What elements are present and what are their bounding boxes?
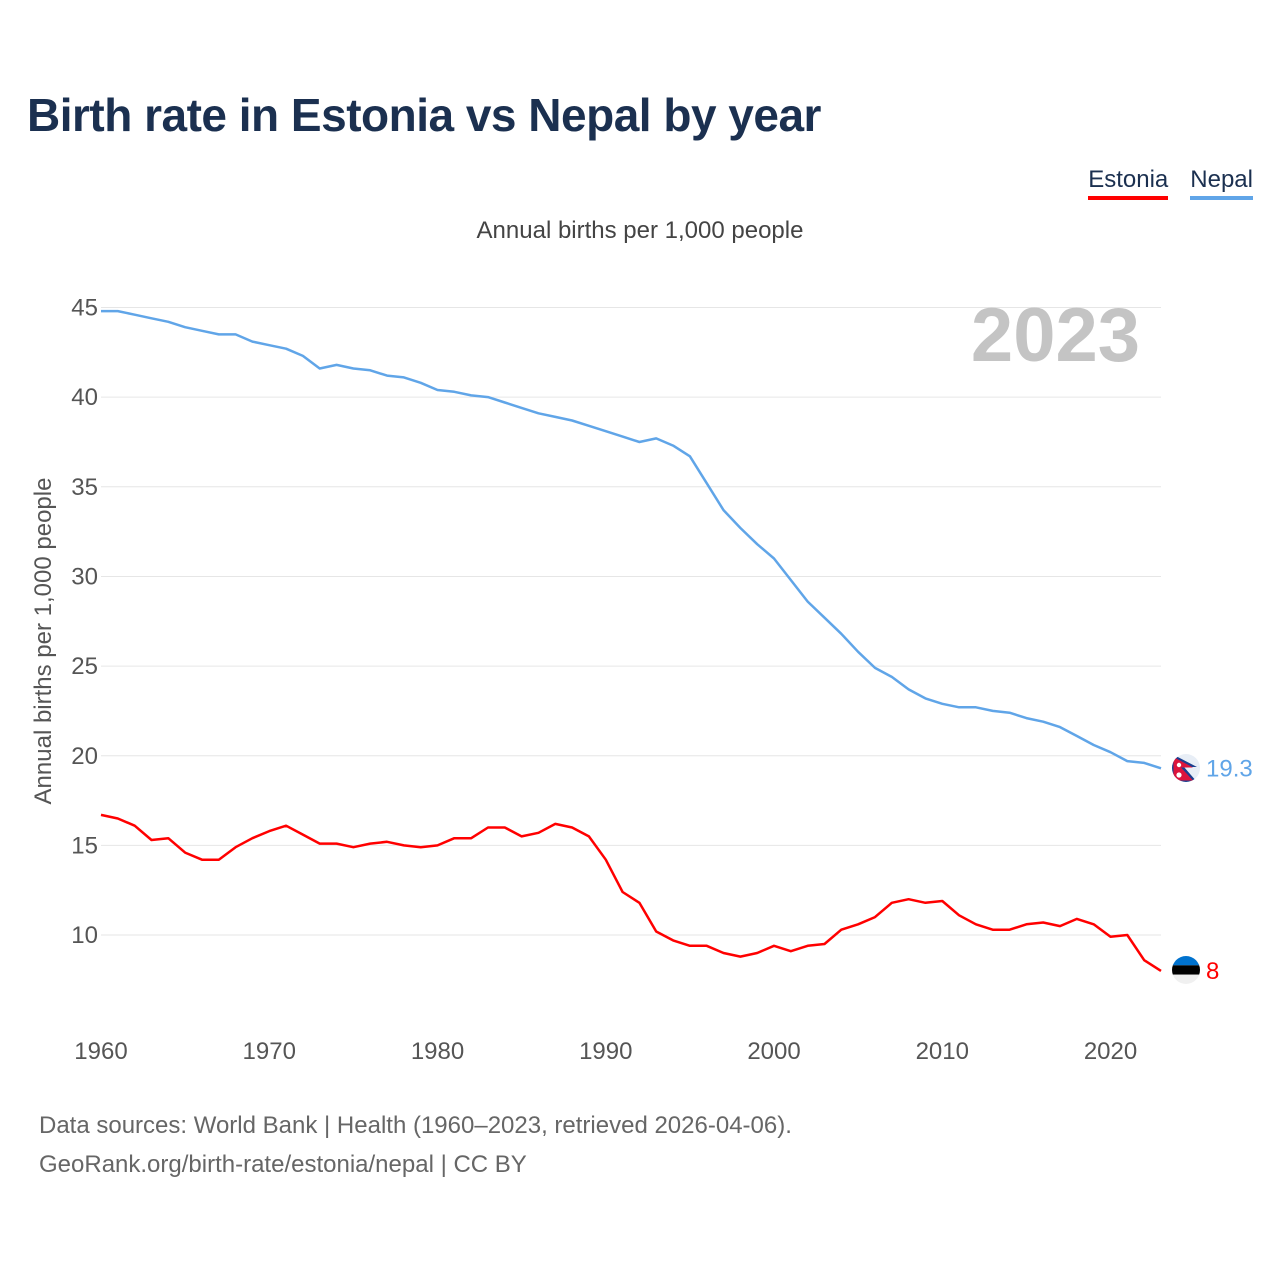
end-labels: 819.3 [1206, 755, 1253, 985]
series-line-estonia[interactable] [100, 813, 1162, 972]
x-tick-label: 1960 [74, 1038, 127, 1065]
nepal-flag-icon [1172, 754, 1200, 782]
x-tick-label: 1980 [411, 1038, 464, 1065]
x-tick-label: 2010 [916, 1038, 969, 1065]
x-tick-label: 1970 [243, 1038, 296, 1065]
y-tick-label: 35 [71, 474, 98, 501]
legend: Estonia Nepal [1088, 166, 1253, 200]
y-axis-label: Annual births per 1,000 people [30, 478, 57, 805]
estonia-flag-icon [1172, 956, 1200, 984]
x-tick-label: 1990 [579, 1038, 632, 1065]
y-tick-label: 30 [71, 563, 98, 590]
legend-item-nepal[interactable]: Nepal [1190, 166, 1253, 200]
source-note: Data sources: World Bank | Health (1960–… [39, 1106, 792, 1184]
source-line-1: Data sources: World Bank | Health (1960–… [39, 1112, 792, 1139]
x-axis-ticks: 1960 1970 1980 1990 2000 2010 2020 [74, 1038, 1137, 1065]
legend-item-estonia[interactable]: Estonia [1088, 166, 1169, 200]
source-line-2[interactable]: GeoRank.org/birth-rate/estonia/nepal | C… [39, 1151, 527, 1178]
y-axis-ticks: 10 15 20 25 30 35 40 45 [71, 295, 98, 950]
series-lines [100, 309, 1162, 972]
end-label-estonia: 8 [1206, 958, 1219, 985]
y-tick-label: 40 [71, 384, 98, 411]
gridlines [101, 307, 1161, 936]
y-tick-label: 15 [71, 832, 98, 859]
chart-subtitle: Annual births per 1,000 people [476, 217, 804, 244]
y-tick-label: 10 [71, 922, 98, 949]
year-watermark: 2023 [971, 293, 1140, 378]
x-tick-label: 2020 [1084, 1038, 1137, 1065]
end-label-nepal: 19.3 [1206, 755, 1253, 782]
y-tick-label: 25 [71, 653, 98, 680]
end-flags [1172, 754, 1200, 984]
series-line-nepal[interactable] [101, 309, 1162, 770]
x-tick-label: 2000 [747, 1038, 800, 1065]
y-tick-label: 45 [71, 295, 98, 322]
y-tick-label: 20 [71, 743, 98, 770]
chart-title: Birth rate in Estonia vs Nepal by year [27, 89, 821, 141]
